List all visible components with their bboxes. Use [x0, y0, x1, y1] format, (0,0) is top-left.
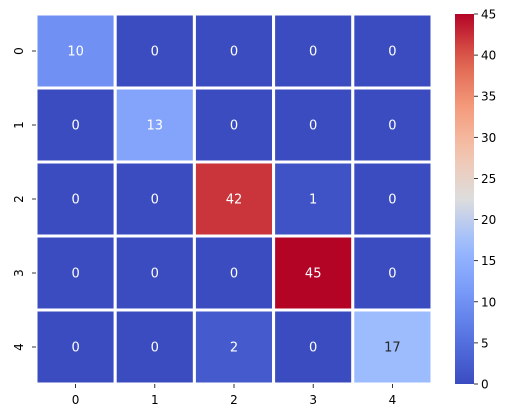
cell-value-label: 0 — [151, 45, 159, 60]
cell-value-label: 0 — [230, 45, 238, 60]
heatmap-cell-2-1 — [113, 160, 196, 238]
y-tick-label: 0 — [12, 47, 26, 55]
x-tick-label: 0 — [72, 393, 80, 407]
colorbar-tick-label: 0 — [481, 378, 489, 392]
heatmap-cell-4-1 — [113, 308, 196, 386]
y-tick-label: 2 — [12, 195, 26, 203]
cell-value-label: 0 — [151, 341, 159, 356]
cell-value-label: 0 — [388, 193, 396, 208]
colorbar-tick-label: 40 — [481, 49, 496, 63]
x-tick-label: 2 — [230, 393, 238, 407]
cell-value-label: 0 — [151, 267, 159, 282]
cell-value-label: 0 — [71, 119, 79, 134]
heatmap-cell-4-2 — [192, 308, 276, 386]
colorbar-tick-label: 10 — [481, 295, 496, 309]
heatmap-cell-2-3 — [272, 160, 355, 238]
cell-value-label: 2 — [230, 341, 238, 356]
y-tick-label: 1 — [12, 121, 26, 129]
heatmap-cell-3-4 — [351, 234, 434, 312]
colorbar-tick-label: 30 — [481, 131, 496, 145]
heatmap-cell-1-2 — [192, 86, 276, 164]
cell-value-label: 0 — [309, 341, 317, 356]
y-tick-label: 3 — [12, 269, 26, 277]
cell-value-label: 17 — [384, 341, 401, 356]
x-tick-label: 4 — [389, 393, 397, 407]
y-tick-label: 4 — [12, 343, 26, 351]
colorbar — [455, 14, 474, 384]
heatmap-cell-3-1 — [113, 234, 196, 312]
x-tick-label: 1 — [151, 393, 159, 407]
colorbar-tick-label: 5 — [481, 336, 489, 350]
cell-value-label: 0 — [71, 341, 79, 356]
cell-value-label: 0 — [388, 267, 396, 282]
cell-value-label: 1 — [309, 193, 317, 208]
colorbar-tick-label: 25 — [481, 172, 496, 186]
x-tick-label: 3 — [309, 393, 317, 407]
cell-value-label: 0 — [309, 119, 317, 134]
cell-value-label: 0 — [230, 119, 238, 134]
colorbar-tick-label: 15 — [481, 254, 496, 268]
cell-value-label: 0 — [388, 45, 396, 60]
cell-value-label: 0 — [71, 193, 79, 208]
cell-value-label: 0 — [230, 267, 238, 282]
cell-value-label: 13 — [147, 119, 164, 134]
cell-value-label: 0 — [71, 267, 79, 282]
cell-value-label: 42 — [226, 193, 243, 208]
cell-value-label: 45 — [305, 267, 322, 282]
cell-value-label: 0 — [151, 193, 159, 208]
colorbar-tick-label: 20 — [481, 213, 496, 227]
cell-value-label: 10 — [67, 45, 84, 60]
colorbar-tick-label: 35 — [481, 90, 496, 104]
heatmap-cell-1-4 — [351, 86, 434, 164]
cell-value-label: 0 — [388, 119, 396, 134]
heatmap-cell-3-3 — [272, 234, 355, 312]
cell-value-label: 0 — [309, 45, 317, 60]
colorbar-tick-label: 45 — [481, 8, 496, 22]
